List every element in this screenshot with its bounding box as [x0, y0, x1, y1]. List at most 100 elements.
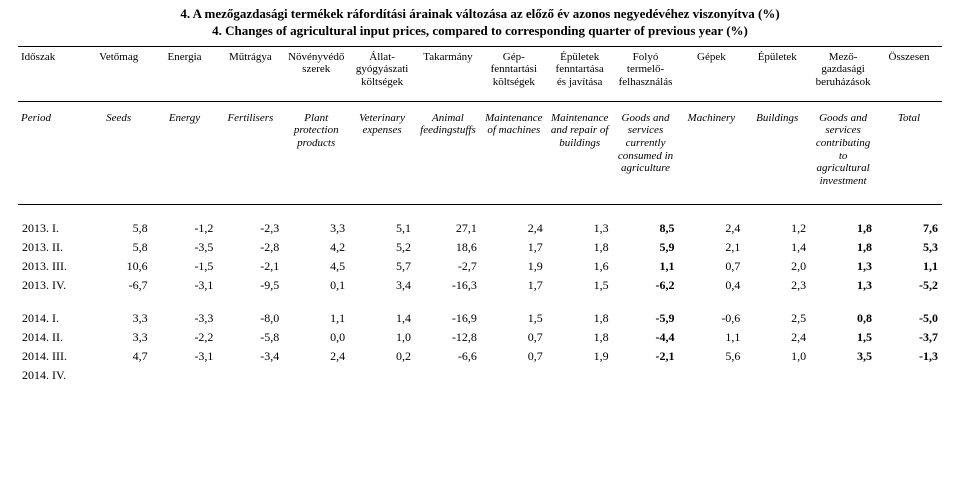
value-cell: 1,0 — [744, 347, 810, 366]
value-cell: 5,9 — [613, 238, 679, 257]
col-header-en: Plant protection products — [283, 101, 349, 204]
period-cell: 2014. I. — [18, 309, 86, 328]
col-header: Vetőmag — [86, 46, 152, 101]
period-cell: 2014. IV. — [18, 366, 86, 385]
value-cell: 4,7 — [86, 347, 152, 366]
value-cell: 0,1 — [283, 276, 349, 295]
value-cell: 1,4 — [744, 238, 810, 257]
value-cell: 10,6 — [86, 257, 152, 276]
table-body: 2013. I.5,8-1,2-2,33,35,127,12,41,38,52,… — [18, 204, 942, 385]
value-cell: 1,1 — [613, 257, 679, 276]
value-cell: 1,8 — [547, 309, 613, 328]
value-cell — [152, 366, 218, 385]
value-cell — [217, 366, 283, 385]
title-en: 4. Changes of agricultural input prices,… — [18, 23, 942, 40]
value-cell: 1,4 — [349, 309, 415, 328]
value-cell: 1,5 — [810, 328, 876, 347]
value-cell: 1,9 — [481, 257, 547, 276]
value-cell: 5,8 — [86, 219, 152, 238]
value-cell: 3,3 — [283, 219, 349, 238]
value-cell: 0,4 — [678, 276, 744, 295]
col-header-en: Goods and services contributing to agric… — [810, 101, 876, 204]
title-hu: 4. A mezőgazdasági termékek ráfordítási … — [18, 6, 942, 23]
value-cell: 5,3 — [876, 238, 942, 257]
value-cell: 5,8 — [86, 238, 152, 257]
value-cell: 1,7 — [481, 238, 547, 257]
value-cell — [481, 366, 547, 385]
value-cell: 8,5 — [613, 219, 679, 238]
col-header: Takarmány — [415, 46, 481, 101]
col-period-en: Period — [18, 101, 86, 204]
value-cell: 0,7 — [481, 328, 547, 347]
value-cell: 2,0 — [744, 257, 810, 276]
table-header-hu: IdőszakVetőmagEnergiaMűtrágyaNövényvédő … — [18, 46, 942, 101]
value-cell: 1,1 — [283, 309, 349, 328]
value-cell: 4,2 — [283, 238, 349, 257]
value-cell: 0,8 — [810, 309, 876, 328]
value-cell: 3,4 — [349, 276, 415, 295]
value-cell — [876, 366, 942, 385]
col-header: Növényvédő szerek — [283, 46, 349, 101]
value-cell: 2,4 — [283, 347, 349, 366]
value-cell: 1,8 — [810, 219, 876, 238]
value-cell: 18,6 — [415, 238, 481, 257]
value-cell: -16,9 — [415, 309, 481, 328]
period-cell: 2013. II. — [18, 238, 86, 257]
value-cell: -3,3 — [152, 309, 218, 328]
col-header-en: Buildings — [744, 101, 810, 204]
value-cell: 1,7 — [481, 276, 547, 295]
col-period: Időszak — [18, 46, 86, 101]
value-cell: -1,5 — [152, 257, 218, 276]
period-cell: 2014. II. — [18, 328, 86, 347]
value-cell: -5,8 — [217, 328, 283, 347]
value-cell: 4,5 — [283, 257, 349, 276]
value-cell: 1,3 — [810, 276, 876, 295]
table-row: 2014. I.3,3-3,3-8,01,11,4-16,91,51,8-5,9… — [18, 309, 942, 328]
col-header: Folyó termelő-felhasználás — [613, 46, 679, 101]
col-header-en: Energy — [152, 101, 218, 204]
value-cell: -2,8 — [217, 238, 283, 257]
value-cell — [415, 366, 481, 385]
value-cell: 2,5 — [744, 309, 810, 328]
value-cell — [613, 366, 679, 385]
value-cell: 1,0 — [349, 328, 415, 347]
table-row: 2014. IV. — [18, 366, 942, 385]
col-header: Állat-gyógyászati költségek — [349, 46, 415, 101]
value-cell: -9,5 — [217, 276, 283, 295]
value-cell — [547, 366, 613, 385]
value-cell: 1,8 — [547, 238, 613, 257]
value-cell: 3,3 — [86, 328, 152, 347]
value-cell: -12,8 — [415, 328, 481, 347]
col-header-en: Goods and services currently consumed in… — [613, 101, 679, 204]
value-cell: 27,1 — [415, 219, 481, 238]
value-cell: 0,7 — [678, 257, 744, 276]
value-cell: -3,5 — [152, 238, 218, 257]
col-header-en: Maintenance and repair of buildings — [547, 101, 613, 204]
value-cell: 1,5 — [481, 309, 547, 328]
period-cell: 2013. III. — [18, 257, 86, 276]
table-row: 2013. IV.-6,7-3,1-9,50,13,4-16,31,71,5-6… — [18, 276, 942, 295]
value-cell: 2,4 — [678, 219, 744, 238]
value-cell: -2,2 — [152, 328, 218, 347]
value-cell: 1,8 — [547, 328, 613, 347]
value-cell: 2,4 — [744, 328, 810, 347]
value-cell — [810, 366, 876, 385]
value-cell: 1,5 — [547, 276, 613, 295]
col-header-en: Machinery — [678, 101, 744, 204]
value-cell: 3,5 — [810, 347, 876, 366]
value-cell: -6,7 — [86, 276, 152, 295]
value-cell: -6,2 — [613, 276, 679, 295]
table-row: 2013. II.5,8-3,5-2,84,25,218,61,71,85,92… — [18, 238, 942, 257]
value-cell: -6,6 — [415, 347, 481, 366]
value-cell — [744, 366, 810, 385]
value-cell: -1,2 — [152, 219, 218, 238]
period-cell: 2013. I. — [18, 219, 86, 238]
value-cell — [86, 366, 152, 385]
value-cell: 5,7 — [349, 257, 415, 276]
value-cell: 0,0 — [283, 328, 349, 347]
value-cell: 7,6 — [876, 219, 942, 238]
value-cell: 0,7 — [481, 347, 547, 366]
value-cell: -2,1 — [217, 257, 283, 276]
col-header: Gép-fenntartási költségek — [481, 46, 547, 101]
value-cell: -4,4 — [613, 328, 679, 347]
